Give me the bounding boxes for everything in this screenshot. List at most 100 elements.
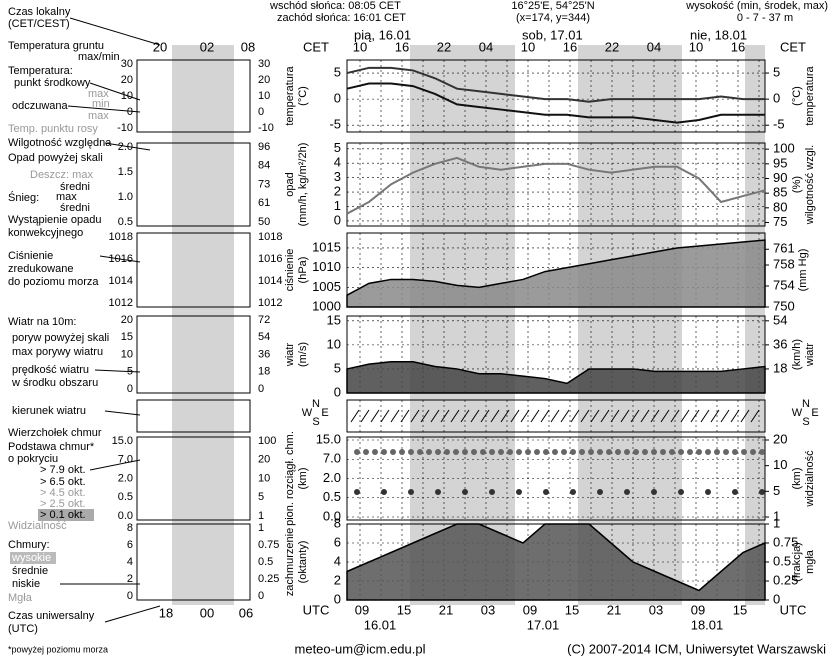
cloud-base-dot [435, 449, 441, 455]
cloud-base-dot [660, 449, 666, 455]
time-label: 08 [241, 39, 255, 54]
time-label: 09 [523, 602, 537, 617]
legend-text: Śnieg: [8, 191, 39, 204]
time-label: 18 [159, 605, 173, 620]
y2-tick-label: 1 [773, 508, 780, 523]
panel-frame [136, 436, 251, 521]
y-tick-label: 1 [334, 198, 341, 213]
y2-tick-label: 1 [773, 515, 780, 530]
time-label: 03 [649, 602, 663, 617]
y2-axis-label: mgła [804, 549, 816, 574]
legend-text: Temp. punktu rosy [8, 123, 98, 135]
legend-text: max [88, 110, 109, 122]
y-tick-label: 4 [334, 553, 341, 568]
y-tick-label: 10 [327, 336, 341, 351]
y2-axis-label: (mm Hg) [797, 249, 809, 292]
wind-arrow [660, 409, 670, 423]
cloud-base-dot [489, 489, 495, 495]
compass-label: E [811, 407, 818, 419]
cloud-base-dot [435, 489, 441, 495]
cloud-base-dot [759, 449, 765, 455]
cloud-base-dot [570, 489, 576, 495]
y-tick-label: 20 [121, 74, 133, 86]
y-tick-label: 1010 [312, 259, 341, 274]
legend-series: niskie [12, 578, 40, 590]
cloud-base-dot [390, 449, 396, 455]
y-tick-label: 0.0 [323, 508, 341, 523]
time-label: 04 [647, 39, 661, 54]
compass-label: N [312, 398, 320, 410]
wind-arrow [550, 409, 560, 423]
legend-text: poryw powyżej skali [12, 332, 109, 344]
cloud-base-dot [705, 449, 711, 455]
y-tick-label: 0 [334, 591, 341, 606]
compass-label: S [312, 416, 319, 428]
wind-arrow [540, 409, 550, 423]
y-tick-label: 1000 [312, 298, 341, 313]
line [346, 66, 765, 103]
y2-tick-label: 30 [258, 58, 270, 70]
night-band [172, 45, 234, 605]
cet-label: CET [303, 39, 329, 54]
time-label: 10 [689, 39, 703, 54]
legend-text: zredukowane [8, 263, 73, 275]
y-tick-label: 30 [121, 58, 133, 70]
cloud-base-dot [525, 449, 531, 455]
y2-tick-label: 20 [258, 74, 270, 86]
cloud-base-dot [507, 449, 513, 455]
wind-arrow [350, 409, 360, 423]
cloud-base-dot [678, 449, 684, 455]
y2-tick-label: 50 [258, 216, 270, 228]
legend-text: Mgła [8, 592, 33, 604]
wind-arrow [690, 409, 700, 423]
y2-tick-label: 0 [258, 590, 264, 602]
y-tick-label: 0 [127, 106, 133, 118]
legend-text: Czas uniwersalny [8, 610, 95, 622]
y-axis-label: ciśnienie [284, 249, 296, 292]
y2-tick-label: -5 [773, 117, 785, 132]
cloud-base-dot [750, 449, 756, 455]
cloud-base-dot [759, 489, 765, 495]
compass-label: W [792, 407, 803, 419]
y2-tick-label: 0.5 [258, 556, 273, 568]
area [346, 360, 766, 394]
night-band [745, 45, 765, 605]
wind-arrow [600, 409, 610, 423]
y2-axis-label: widzialność [804, 450, 816, 508]
cloud-base-dot [705, 489, 711, 495]
panel-frame [136, 142, 251, 227]
time-label: 09 [691, 602, 705, 617]
y-tick-label: 2 [334, 572, 341, 587]
time-label: 10 [353, 39, 367, 54]
legend-text: Podstawa chmur* [8, 441, 95, 453]
cloud-base-dot [597, 489, 603, 495]
y-tick-label: 6 [127, 539, 133, 551]
legend-text: Temperatura gruntu [8, 40, 104, 52]
y2-tick-label: 10 [258, 90, 270, 102]
cloud-base-dot [741, 449, 747, 455]
wind-arrow [710, 409, 720, 423]
cloud-base-dot [471, 449, 477, 455]
elevation: 0 - 7 - 37 m [737, 12, 793, 24]
legend: Czas lokalny (CET/CEST) Temperatura grun… [8, 6, 120, 635]
y-tick-label: 15.0 [316, 431, 341, 446]
legend-text: Ciśnienie [8, 250, 53, 262]
y2-tick-label: 0 [258, 106, 264, 118]
y2-tick-label: 0.75 [773, 534, 798, 549]
cloud-base-dot [651, 449, 657, 455]
legend-text: > 2.5 okt. [40, 498, 86, 510]
legend-text: > 6.5 okt. [40, 476, 86, 488]
legend-text: Opad powyżej skali [8, 152, 103, 164]
y-tick-label: 2 [334, 184, 341, 199]
night-band [410, 45, 515, 605]
legend-text: średnie [12, 565, 48, 577]
y-tick-label: 3 [334, 169, 341, 184]
wind-arrow [720, 409, 730, 423]
time-label: 15 [397, 602, 411, 617]
wind-arrow [570, 409, 580, 423]
y-tick-label: 7.0 [323, 451, 341, 466]
wind-arrow [370, 409, 380, 423]
time-label: 15 [733, 602, 747, 617]
y2-axis-label: temperatura [804, 65, 816, 125]
cloud-base-dot [534, 449, 540, 455]
